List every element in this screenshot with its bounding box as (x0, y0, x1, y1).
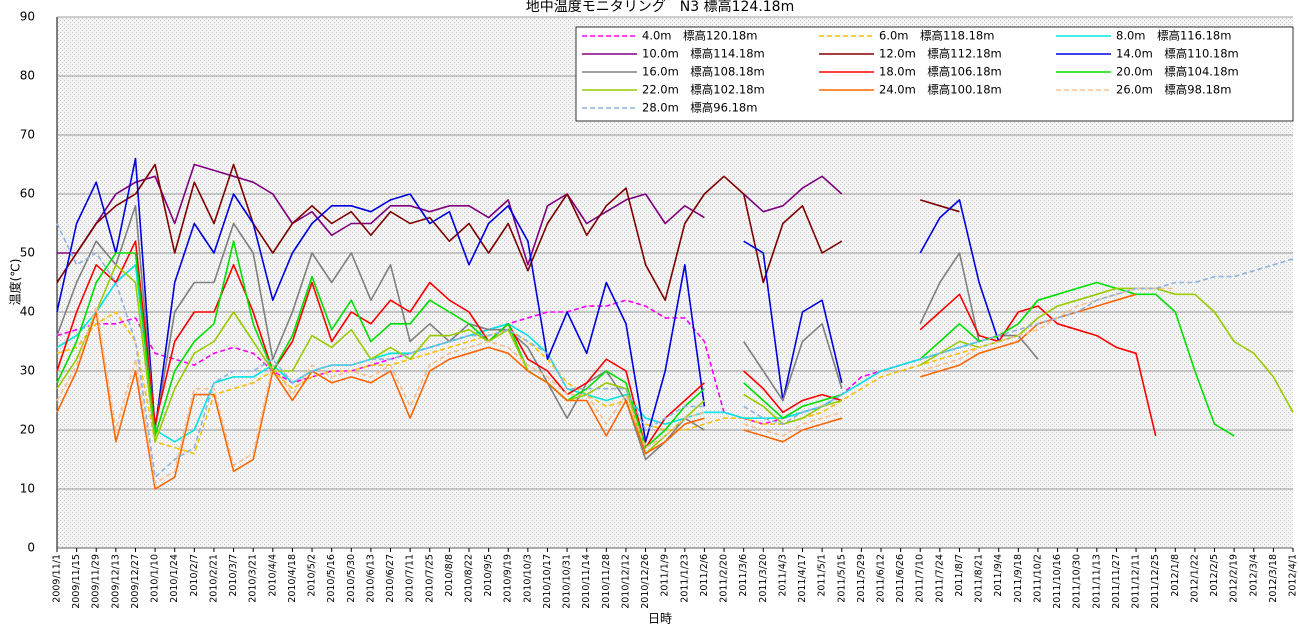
y-tick-label: 50 (20, 246, 35, 260)
x-tick-label: 2011/7/24 (934, 554, 945, 603)
x-tick-label: 2011/6/26 (895, 554, 906, 603)
x-tick-label: 2011/5/29 (856, 554, 867, 603)
legend-label: 8.0m 標高116.18m (1116, 29, 1231, 43)
x-tick-label: 2010/12/26 (640, 554, 651, 609)
x-tick-label: 2010/11/28 (601, 554, 612, 609)
x-tick-label: 2011/3/6 (738, 554, 749, 597)
x-tick-label: 2010/3/7 (228, 554, 239, 597)
x-tick-label: 2011/1/9 (660, 554, 671, 597)
x-tick-label: 2011/2/6 (699, 554, 710, 597)
x-tick-label: 2010/10/3 (522, 554, 533, 603)
x-tick-label: 2011/5/1 (817, 554, 828, 597)
x-tick-label: 2010/6/27 (385, 554, 396, 603)
x-tick-label: 2012/2/19 (1229, 554, 1240, 603)
x-tick-label: 2010/2/21 (208, 554, 219, 603)
series-line (56, 157, 1000, 443)
x-tick-label: 2009/11/29 (91, 554, 102, 609)
x-tick-label: 2011/3/20 (758, 554, 769, 603)
x-tick-label: 2009/11/15 (71, 554, 82, 609)
x-tick-label: 2010/3/21 (248, 554, 259, 603)
y-tick-label: 90 (20, 10, 35, 24)
legend-label: 22.0m 標高102.18m (642, 83, 765, 97)
x-tick-label: 2010/7/11 (405, 554, 416, 603)
legend-label: 24.0m 標高100.18m (879, 83, 1002, 97)
y-tick-label: 60 (20, 187, 35, 201)
x-tick-label: 2009/12/27 (130, 554, 141, 609)
x-tick-label: 2011/9/4 (993, 554, 1004, 597)
x-tick-label: 2011/10/16 (1052, 554, 1063, 609)
x-tick-label: 2010/1/24 (169, 554, 180, 603)
x-tick-label: 2010/6/13 (365, 554, 376, 603)
x-tick-label: 2011/12/11 (1131, 554, 1142, 609)
x-tick-label: 2010/8/22 (464, 554, 475, 603)
x-tick-label: 2011/10/2 (1032, 554, 1043, 603)
x-tick-label: 2011/11/13 (1091, 554, 1102, 609)
series-line (56, 223, 1294, 478)
y-tick-label: 30 (20, 364, 35, 378)
legend-label: 28.0m 標高96.18m (642, 101, 757, 115)
x-tick-label: 2010/11/14 (581, 554, 592, 609)
x-tick-label: 2009/12/13 (110, 554, 121, 609)
x-tick-label: 2010/5/2 (307, 554, 318, 597)
legend-label: 18.0m 標高106.18m (879, 65, 1002, 79)
legend-label: 12.0m 標高112.18m (879, 47, 1002, 61)
legend-label: 10.0m 標高114.18m (642, 47, 765, 61)
x-tick-label: 2011/8/21 (974, 554, 985, 603)
legend-label: 20.0m 標高104.18m (1116, 65, 1239, 79)
y-tick-label: 0 (27, 541, 35, 555)
x-tick-label: 2010/5/30 (346, 554, 357, 603)
x-tick-label: 2010/9/19 (503, 554, 514, 603)
x-tick-label: 2011/9/18 (1013, 554, 1024, 603)
x-tick-label: 2012/3/18 (1268, 554, 1279, 603)
x-tick-label: 2011/12/25 (1150, 554, 1161, 609)
legend-label: 4.0m 標高120.18m (642, 29, 757, 43)
x-tick-label: 2009/11/1 (52, 554, 63, 603)
x-tick-label: 2012/1/22 (1189, 554, 1200, 603)
y-tick-label: 10 (20, 482, 35, 496)
legend-label: 26.0m 標高98.18m (1116, 83, 1231, 97)
x-tick-label: 2010/10/31 (562, 554, 573, 609)
y-tick-label: 20 (20, 423, 35, 437)
x-tick-label: 2011/7/10 (915, 554, 926, 603)
legend-label: 6.0m 標高118.18m (879, 29, 994, 43)
y-tick-label: 40 (20, 305, 35, 319)
series-line (56, 163, 960, 301)
x-tick-label: 2010/9/5 (483, 554, 494, 597)
x-tick-label: 2011/6/12 (876, 554, 887, 603)
x-tick-label: 2011/2/20 (719, 554, 730, 603)
series-line (56, 240, 1235, 449)
x-tick-label: 2011/8/7 (954, 554, 965, 597)
chart-title: 地中温度モニタリング N3 標高124.18m (526, 0, 794, 15)
x-tick-label: 2011/11/27 (1111, 554, 1122, 609)
x-tick-label: 2010/12/12 (620, 554, 631, 609)
series-line (56, 287, 1176, 484)
y-tick-label: 80 (20, 69, 35, 83)
x-tick-label: 2011/4/17 (797, 554, 808, 603)
x-tick-label: 2010/8/8 (444, 554, 455, 597)
x-tick-label: 2011/10/30 (1072, 554, 1083, 609)
x-tick-label: 2012/3/4 (1248, 554, 1259, 597)
x-tick-label: 2012/4/1 (1288, 554, 1299, 597)
legend-label: 14.0m 標高110.18m (1116, 47, 1239, 61)
x-tick-label: 2012/2/5 (1209, 554, 1220, 597)
x-tick-label: 2010/10/17 (542, 554, 553, 609)
y-axis-label: 温度(℃) (8, 259, 23, 306)
legend (575, 26, 1294, 122)
x-tick-label: 2012/1/8 (1170, 554, 1181, 597)
x-tick-label: 2010/4/18 (287, 554, 298, 603)
series-line (56, 240, 1157, 449)
x-tick-label: 2010/7/25 (424, 554, 435, 603)
x-tick-label: 2010/2/7 (189, 554, 200, 597)
x-tick-label: 2010/4/4 (267, 554, 278, 597)
x-tick-label: 2011/5/15 (836, 554, 847, 603)
legend-label: 16.0m 標高108.18m (642, 65, 765, 79)
y-tick-label: 70 (20, 128, 35, 142)
x-tick-label: 2011/1/23 (679, 554, 690, 603)
x-axis-label: 日時 (648, 612, 672, 626)
x-tick-label: 2011/4/3 (777, 554, 788, 597)
x-tick-label: 2010/5/16 (326, 554, 337, 603)
x-tick-label: 2010/1/10 (150, 554, 161, 603)
